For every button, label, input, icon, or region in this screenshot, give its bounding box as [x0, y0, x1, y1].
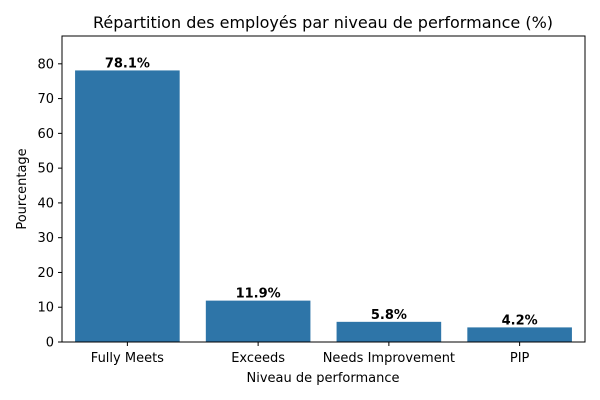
y-tick-label: 80 — [37, 57, 54, 72]
x-axis-title: Niveau de performance — [246, 371, 399, 386]
y-tick-label: 0 — [46, 336, 54, 351]
bar-fully-meets — [75, 70, 180, 343]
x-tick-label: PIP — [510, 351, 530, 366]
y-tick-label: 50 — [37, 162, 54, 177]
x-axis: Fully Meets Exceeds Needs Improvement PIP — [91, 342, 530, 366]
y-axis: 0 10 20 30 40 50 60 70 80 — [37, 57, 62, 351]
x-tick-label: Exceeds — [231, 351, 285, 366]
y-tick-label: 20 — [37, 266, 54, 281]
chart-title: Répartition des employés par niveau de p… — [93, 13, 553, 32]
x-tick-label: Needs Improvement — [323, 351, 455, 366]
bar-labels-layer: 78.1% 11.9% 5.8% 4.2% — [105, 56, 538, 328]
bar-exceeds — [205, 300, 311, 342]
plot-frame — [61, 35, 586, 343]
x-tick-label: Fully Meets — [91, 351, 164, 366]
bars-layer — [75, 70, 572, 343]
y-tick-label: 30 — [37, 231, 54, 246]
y-tick-label: 40 — [37, 196, 54, 211]
y-tick-label: 70 — [37, 92, 54, 107]
bar-data-label: 4.2% — [502, 313, 538, 328]
y-axis-title: Pourcentage — [15, 148, 30, 229]
y-tick-label: 10 — [37, 301, 54, 316]
bar-needs-improvement — [336, 321, 442, 342]
bar-pip — [467, 327, 572, 342]
bar-data-label: 11.9% — [236, 287, 281, 302]
bar-data-label: 5.8% — [371, 308, 407, 323]
bar-data-label: 78.1% — [105, 56, 150, 71]
y-tick-label: 60 — [37, 127, 54, 142]
